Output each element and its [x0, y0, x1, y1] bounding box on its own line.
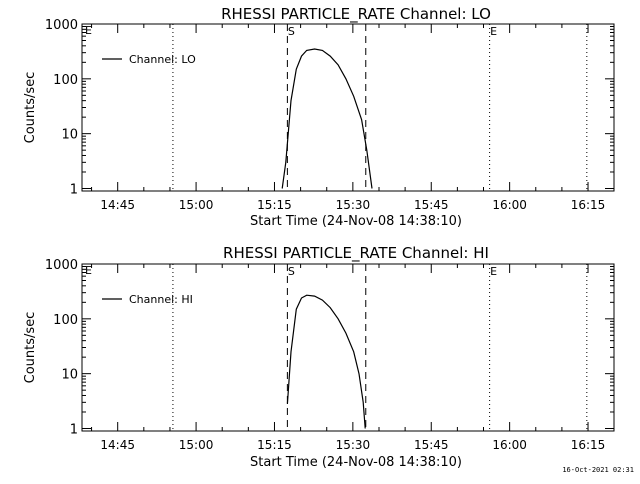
chart-title: RHESSI PARTICLE_RATE Channel: HI [223, 244, 489, 263]
y-tick-label: 1000 [45, 18, 78, 33]
plot-frame [81, 23, 615, 192]
x-tick-label: 16:00 [492, 438, 527, 452]
x-tick-label: 15:00 [179, 438, 214, 452]
x-tick-label: 15:45 [414, 198, 449, 212]
y-axis-label: Counts/sec [23, 72, 38, 144]
y-tick-label: 10 [61, 128, 78, 143]
chart-panel-2: RHESSI PARTICLE_RATE Channel: HI 14:45 15:… [23, 244, 615, 470]
series-line [281, 48, 373, 189]
x-tick-label: 16:00 [492, 198, 527, 212]
time-marker-label: S [288, 265, 295, 278]
x-tick-label: 15:30 [336, 438, 371, 452]
chart-title: RHESSI PARTICLE_RATE Channel: LO [221, 5, 491, 24]
x-tick-label: 16:15 [571, 198, 606, 212]
corner-marker-label: E [85, 264, 92, 277]
x-tick-label: 14:45 [100, 438, 135, 452]
legend-entry: Channel: LO [129, 53, 196, 66]
series-line [286, 294, 366, 429]
time-marker-label: E [490, 265, 497, 278]
y-tick-label: 1 [70, 422, 78, 437]
x-tick-label: 15:15 [257, 198, 292, 212]
y-tick-label: 1000 [45, 258, 78, 273]
x-tick-label: 15:00 [179, 198, 214, 212]
time-marker-label: E [490, 25, 497, 38]
y-tick-label: 100 [53, 73, 78, 88]
x-tick-label: 15:45 [414, 438, 449, 452]
x-tick-label: 16:15 [571, 438, 606, 452]
y-axis-label: Counts/sec [23, 312, 38, 384]
time-marker-label: S [288, 25, 295, 38]
y-tick-label: 100 [53, 313, 78, 328]
x-axis-label: Start Time (24-Nov-08 14:38:10) [250, 455, 462, 470]
x-tick-label: 15:30 [336, 198, 371, 212]
x-tick-label: 15:15 [257, 438, 292, 452]
x-axis-label: Start Time (24-Nov-08 14:38:10) [250, 214, 462, 229]
plot-frame [81, 263, 615, 432]
y-tick-label: 10 [61, 368, 78, 383]
y-tick-label: 1 [70, 182, 78, 197]
corner-marker-label: E [85, 24, 92, 37]
chart-panel-1: RHESSI PARTICLE_RATE Channel: LO 14:45 15:… [23, 5, 615, 229]
x-tick-label: 14:45 [100, 198, 135, 212]
footer-timestamp: 16-Oct-2021 02:31 [562, 466, 634, 474]
legend-entry: Channel: HI [129, 293, 193, 306]
